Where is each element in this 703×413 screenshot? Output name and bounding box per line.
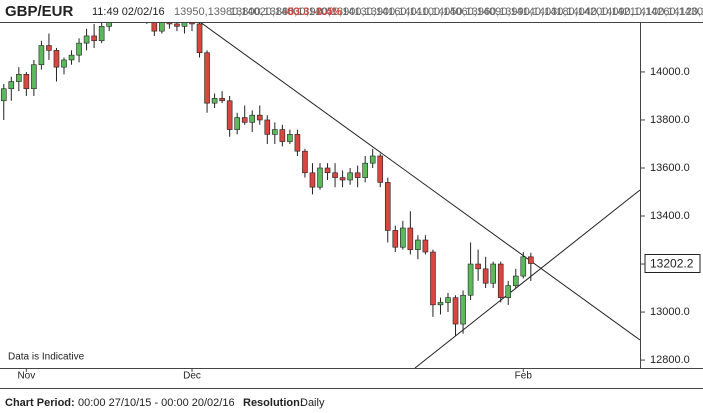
y-tick-label: 13000.0 — [650, 306, 690, 318]
period: 00:00 27/10/15 - 00:00 20/02/16 — [78, 397, 235, 409]
candle-body — [505, 285, 512, 298]
trend-line — [200, 23, 640, 341]
y-tick-label: 13800.0 — [650, 114, 690, 126]
change-percent: -0.4% — [313, 6, 342, 18]
candle-body — [23, 74, 30, 90]
candle-body — [354, 172, 361, 178]
candle-body — [264, 119, 271, 135]
candle-body — [437, 302, 444, 306]
candle-body — [0, 88, 7, 102]
candle-body — [174, 23, 180, 27]
high-price: 13950,13980,14020,14000,14050,14130,1416… — [174, 6, 703, 18]
candle-body — [460, 294, 466, 325]
candle-body — [294, 134, 301, 152]
candle-body — [122, 0, 127, 5]
candle-body — [256, 114, 263, 121]
x-tick-label: Nov — [17, 371, 35, 382]
candle-body — [181, 23, 188, 27]
candle-body — [8, 81, 15, 90]
candle-body — [430, 251, 436, 306]
period-label: Chart Period: — [5, 397, 75, 409]
resolution: Daily — [300, 397, 325, 409]
candle-body — [415, 239, 421, 250]
candle-body — [46, 45, 52, 51]
x-tick-label: Feb — [515, 371, 533, 382]
resolution-label: Resolution: — [243, 397, 304, 409]
candle-body — [68, 54, 75, 61]
candle-body — [528, 256, 534, 264]
candle-body — [38, 45, 45, 66]
candle-body — [98, 26, 105, 42]
candle-body — [226, 100, 233, 130]
candle-body — [61, 59, 67, 68]
candle-body — [362, 162, 368, 178]
candle-body — [151, 23, 158, 32]
candle-body — [241, 117, 248, 123]
candle-body — [189, 23, 195, 25]
x-tick-label: Dec — [183, 371, 201, 382]
candle-body — [279, 129, 286, 142]
candle-body — [302, 150, 308, 174]
candle-body — [272, 129, 278, 135]
candle-body — [520, 256, 527, 277]
low-price: 13800,13880,13920,13900,13900,14010,1405… — [230, 6, 703, 18]
chart-title: GBP/EUR — [5, 3, 74, 20]
candle-body — [482, 268, 489, 284]
candle-body — [475, 263, 481, 270]
annotation: Data is Indicative — [8, 352, 85, 363]
candle-body — [31, 64, 37, 90]
candle-body — [377, 155, 384, 183]
plot-area — [0, 0, 640, 368]
candle-body — [91, 35, 97, 42]
change: -53.3 — [284, 6, 309, 18]
candle-body — [166, 23, 173, 25]
price-box — [644, 254, 701, 274]
candle-body — [452, 297, 459, 325]
candle-body — [369, 155, 376, 164]
candle-body — [129, 0, 134, 2]
candle-body — [400, 227, 406, 248]
y-tick-label: 13600.0 — [650, 162, 690, 174]
candle-body — [204, 52, 210, 104]
candle-body — [159, 23, 165, 32]
candle-body — [347, 172, 353, 181]
candle-body — [384, 182, 391, 231]
candle-body — [324, 167, 331, 174]
candle-body — [249, 114, 256, 123]
candle-body — [339, 177, 346, 181]
candle-body — [53, 50, 60, 68]
y-tick-label: 12800.0 — [650, 354, 690, 366]
candle-body — [106, 23, 112, 27]
candle-body — [211, 98, 218, 104]
candle-body — [422, 239, 429, 253]
candle-body — [219, 98, 225, 102]
candle-body — [234, 117, 240, 130]
candle-body — [287, 134, 293, 142]
candle-body — [490, 263, 496, 284]
candle-body — [332, 172, 338, 178]
candle-body — [467, 263, 474, 296]
candle-body — [497, 263, 504, 298]
candle-body — [317, 167, 323, 188]
candle-body — [83, 35, 90, 44]
timestamp: 11:49 02/02/16 — [92, 6, 165, 18]
trend-line — [414, 189, 640, 368]
candle-body — [392, 230, 399, 248]
candle-body — [309, 172, 316, 188]
price-label: 13202.2 — [650, 257, 694, 271]
y-tick-label: 14000.0 — [650, 66, 690, 78]
candle-body — [76, 42, 82, 56]
candle-body — [407, 227, 414, 250]
candle-body — [445, 297, 451, 303]
candle-body — [512, 275, 519, 286]
candle-body — [16, 74, 22, 82]
y-tick-label: 13400.0 — [650, 210, 690, 222]
candle-body — [196, 23, 203, 54]
